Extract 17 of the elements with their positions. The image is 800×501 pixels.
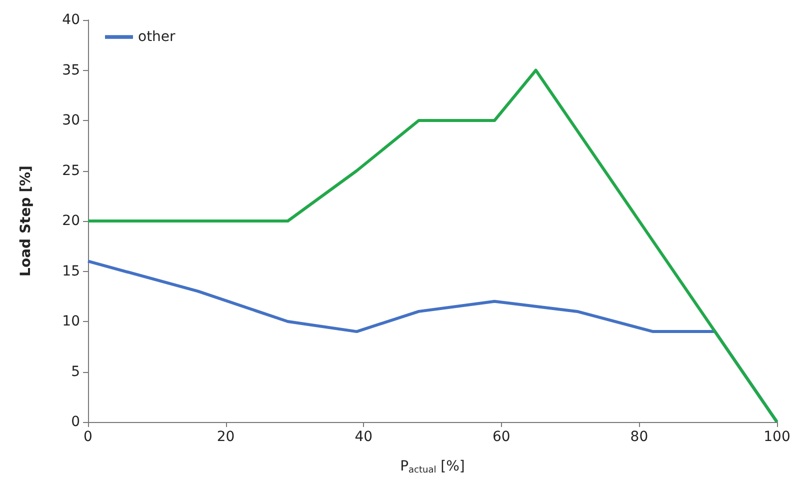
- y-tick-label: 0: [71, 414, 80, 430]
- y-tick-label: 5: [71, 364, 80, 380]
- y-tick-label: 10: [62, 314, 80, 330]
- y-tick-label: 15: [62, 263, 80, 280]
- x-tick-label: 60: [492, 429, 510, 445]
- y-tick-label: 35: [62, 62, 80, 78]
- x-tick-label: 80: [630, 429, 648, 445]
- y-tick-label: 30: [62, 112, 80, 128]
- x-tick-label: 20: [216, 429, 235, 445]
- y-axis-title: Load Step [%]: [18, 166, 34, 276]
- x-tick-label: 0: [84, 429, 92, 445]
- x-tick-label: 100: [764, 429, 790, 445]
- y-tick-label: 20: [62, 213, 80, 229]
- x-tick-label: 40: [354, 429, 373, 445]
- legend-label: other: [138, 29, 176, 45]
- y-tick-label: 25: [62, 162, 80, 179]
- y-tick-label: 40: [62, 12, 80, 28]
